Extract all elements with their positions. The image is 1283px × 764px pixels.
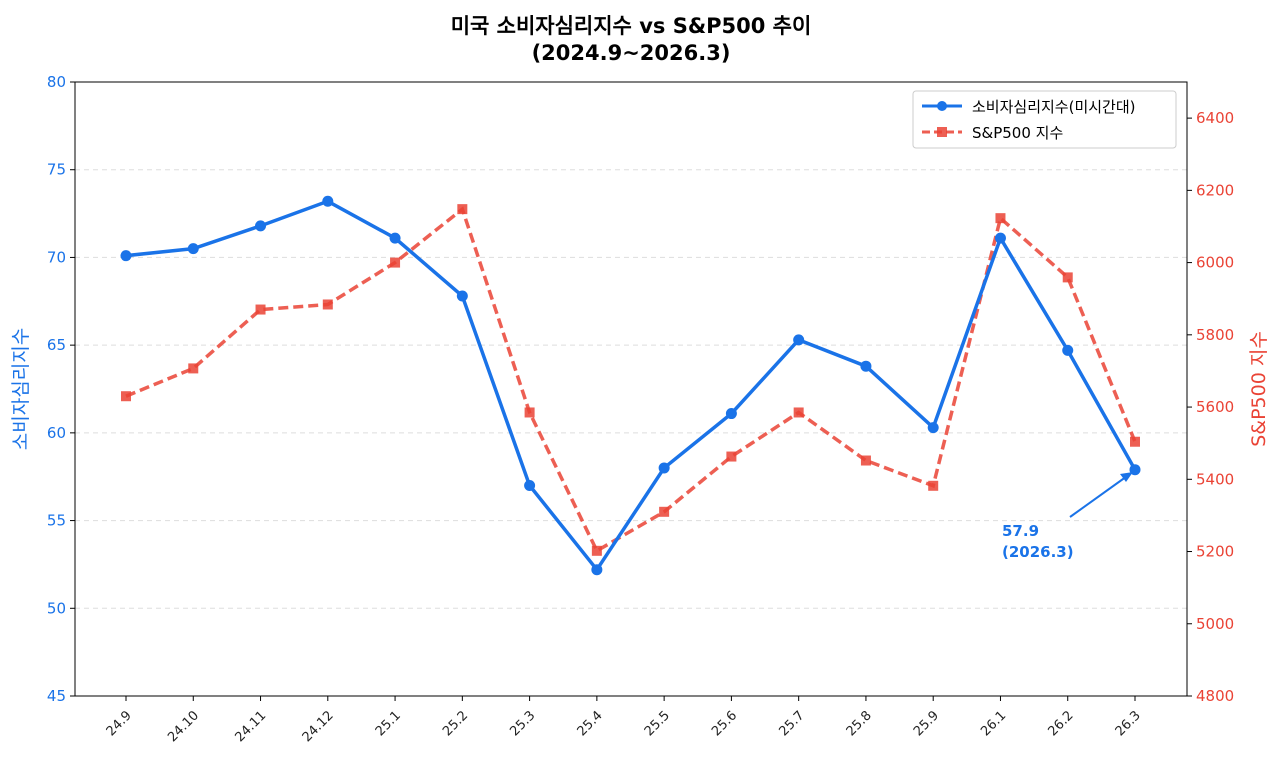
right-tick-label: 5000 — [1196, 615, 1234, 633]
x-tick-label: 25.7 — [776, 708, 807, 739]
right-tick-label: 5400 — [1196, 470, 1234, 488]
sp500-point — [390, 257, 401, 268]
series-line-sp500 — [125, 206, 1137, 554]
legend-marker-square-icon — [937, 127, 947, 137]
annotation-arrowhead — [1120, 472, 1133, 482]
consumer-point — [456, 290, 468, 302]
left-tick-label: 45 — [47, 687, 66, 705]
x-tick-label: 25.4 — [575, 708, 606, 739]
consumer-point — [389, 232, 401, 244]
consumer-point — [591, 564, 603, 576]
x-tick-label: 26.2 — [1045, 708, 1076, 739]
legend-label-consumer: 소비자심리지수(미시간대) — [972, 98, 1136, 116]
right-axis-label: S&P500 지수 — [1248, 331, 1270, 447]
legend-box — [912, 90, 1177, 149]
sp500-point — [659, 506, 670, 517]
right-tick-label: 5200 — [1196, 543, 1234, 561]
consumer-point — [994, 232, 1006, 244]
left-tick-label: 60 — [47, 424, 66, 442]
sp500-point — [726, 451, 737, 462]
left-tick-label: 75 — [47, 161, 66, 179]
x-tick-label: 26.3 — [1113, 708, 1144, 739]
left-tick-label: 55 — [47, 512, 66, 530]
sp500-point — [255, 304, 266, 315]
legend: 소비자심리지수(미시간대) S&P500 지수 — [912, 90, 1177, 149]
right-tick-label: 6400 — [1196, 109, 1234, 127]
x-tick-label: 25.6 — [709, 708, 740, 739]
consumer-point — [255, 220, 267, 232]
annotation-value: 57.9 — [1002, 522, 1039, 540]
legend-marker-circle-icon — [937, 101, 947, 111]
sp500-point — [457, 204, 468, 215]
x-tick-label: 25.9 — [911, 708, 942, 739]
sp500-point — [995, 213, 1006, 224]
sp500-point — [928, 480, 939, 491]
plot-frame — [74, 81, 1188, 697]
consumer-point — [187, 243, 199, 255]
sp500-point — [322, 299, 333, 310]
sp500-point — [591, 545, 602, 556]
consumer-point — [927, 422, 939, 434]
consumer-point — [120, 250, 132, 262]
x-tick-label: 25.8 — [844, 708, 875, 739]
consumer-point — [658, 462, 670, 474]
x-tick-label: 24.9 — [104, 708, 135, 739]
x-tick-label: 26.1 — [978, 708, 1009, 739]
x-tick-label: 25.3 — [507, 708, 538, 739]
x-tick-label: 24.10 — [165, 708, 202, 745]
consumer-point — [322, 195, 334, 207]
right-tick-label: 6200 — [1196, 181, 1234, 199]
x-tick-label: 24.12 — [300, 708, 337, 745]
x-tick-label: 24.11 — [232, 708, 269, 745]
annotation-date: (2026.3) — [1002, 543, 1074, 561]
consumer-point — [1062, 344, 1074, 356]
sp500-point — [1062, 272, 1073, 283]
sp500-point — [121, 391, 131, 402]
sp500-point — [1130, 436, 1140, 447]
annotation-arrow — [1069, 473, 1131, 518]
left-axis-label: 소비자심리지수 — [10, 328, 32, 450]
right-tick-label: 4800 — [1196, 687, 1234, 705]
series-line-consumer — [125, 199, 1137, 573]
sp500-point — [524, 407, 535, 418]
sp500-point — [793, 407, 804, 418]
right-tick-label: 5600 — [1196, 398, 1234, 416]
legend-label-sp500: S&P500 지수 — [972, 124, 1063, 142]
left-tick-label: 70 — [47, 248, 66, 266]
x-tick-label: 25.1 — [373, 708, 404, 739]
x-tick-label: 25.2 — [440, 708, 471, 739]
sp500-point — [860, 455, 871, 466]
right-tick-label: 5800 — [1196, 326, 1234, 344]
right-tick-label: 6000 — [1196, 254, 1234, 272]
x-tick-label: 25.5 — [642, 708, 673, 739]
chart-subtitle: (2024.9~2026.3) — [532, 41, 731, 65]
left-tick-label: 65 — [47, 336, 66, 354]
annotation: 57.9 (2026.3) — [1002, 472, 1133, 561]
left-tick-label: 50 — [47, 599, 66, 617]
consumer-point — [725, 408, 737, 420]
left-tick-label: 80 — [47, 73, 66, 91]
consumer-point — [860, 360, 872, 372]
chart-title: 미국 소비자심리지수 vs S&P500 추이 — [451, 14, 812, 38]
sp500-point — [188, 363, 199, 374]
consumer-point — [793, 334, 805, 346]
consumer-point — [524, 479, 536, 491]
